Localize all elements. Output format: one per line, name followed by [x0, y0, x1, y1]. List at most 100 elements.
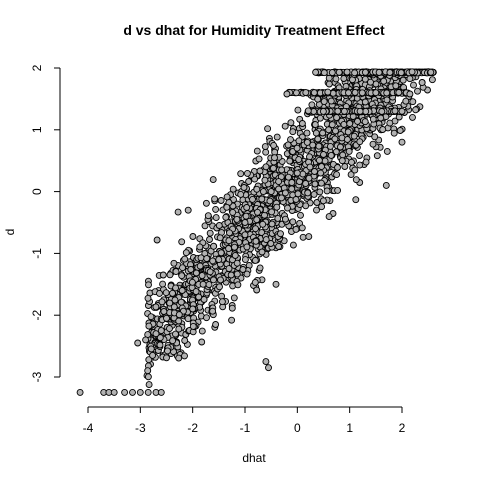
data-point [182, 249, 190, 257]
data-point [313, 199, 321, 206]
data-point [243, 243, 251, 251]
data-point [261, 143, 269, 151]
data-point [308, 101, 316, 109]
data-point [206, 268, 214, 276]
data-point [225, 245, 233, 253]
data-point [319, 197, 327, 205]
data-point [166, 299, 174, 307]
data-point [145, 381, 153, 389]
data-point [164, 347, 171, 355]
data-point [373, 152, 381, 160]
data-point [305, 233, 313, 241]
data-point [196, 262, 204, 270]
data-point [328, 121, 336, 129]
data-point [338, 157, 346, 165]
data-point [312, 68, 320, 76]
data-point [204, 212, 212, 220]
data-point [175, 317, 183, 325]
data-point [275, 242, 283, 250]
data-point [178, 272, 186, 280]
chart-title: d vs dhat for Humidity Treatment Effect [123, 22, 385, 38]
data-point [277, 230, 284, 238]
data-point [181, 352, 188, 360]
data-point [166, 325, 173, 333]
y-tick-label: -3 [30, 371, 44, 382]
data-point [310, 89, 318, 97]
data-point [310, 190, 318, 198]
data-point [189, 233, 197, 240]
data-point [321, 157, 329, 165]
data-point [160, 308, 168, 315]
data-point [299, 170, 307, 178]
data-point [340, 75, 348, 82]
data-point [261, 176, 269, 184]
data-point [172, 330, 179, 338]
data-point [313, 206, 320, 214]
data-point [341, 163, 349, 170]
data-point [198, 327, 206, 335]
data-point [305, 174, 313, 182]
data-point [340, 107, 348, 115]
data-point [412, 106, 420, 114]
data-point [184, 315, 192, 323]
data-point [289, 218, 297, 226]
data-point [256, 264, 264, 272]
data-point [201, 222, 209, 230]
data-point [215, 222, 223, 229]
data-point [158, 298, 166, 306]
data-point [243, 270, 251, 278]
data-point [268, 220, 276, 228]
data-point [284, 204, 291, 212]
data-point [147, 345, 155, 353]
data-point [270, 141, 278, 149]
data-point [286, 157, 294, 165]
data-point [304, 107, 312, 115]
data-point [392, 82, 400, 90]
data-point [147, 313, 155, 321]
data-point [318, 203, 326, 211]
x-tick-label: -4 [83, 421, 94, 435]
data-point [172, 284, 180, 292]
data-point [156, 334, 164, 342]
data-point [170, 259, 178, 267]
data-point [414, 87, 421, 95]
data-point [264, 125, 272, 133]
data-point [273, 133, 281, 141]
data-point [251, 256, 259, 264]
data-point [187, 266, 195, 273]
data-point [315, 142, 323, 150]
x-tick-label: 2 [399, 421, 406, 435]
data-point [152, 303, 160, 311]
data-point [348, 158, 355, 166]
data-point [241, 256, 249, 264]
data-point [358, 89, 366, 97]
data-point [344, 128, 352, 136]
data-point [356, 161, 364, 169]
data-point [334, 186, 342, 194]
data-point [249, 195, 256, 203]
data-point [256, 167, 264, 175]
data-points [76, 68, 437, 396]
data-point [136, 388, 144, 396]
data-point [288, 179, 296, 187]
data-point [294, 106, 302, 114]
data-point [234, 281, 242, 289]
y-tick-label: 0 [30, 188, 44, 195]
data-point [406, 90, 414, 98]
data-point [266, 197, 274, 205]
data-point [314, 135, 322, 143]
data-point [144, 367, 152, 375]
data-point [396, 127, 404, 134]
data-point [362, 107, 370, 115]
data-point [163, 314, 170, 322]
data-point [259, 220, 267, 228]
data-point [352, 196, 360, 204]
data-point [121, 388, 129, 396]
data-point [217, 197, 225, 204]
data-point [320, 98, 328, 106]
data-point [262, 236, 270, 244]
data-point [188, 278, 196, 286]
data-point [375, 68, 383, 76]
data-point [175, 311, 183, 319]
data-point [283, 90, 291, 98]
